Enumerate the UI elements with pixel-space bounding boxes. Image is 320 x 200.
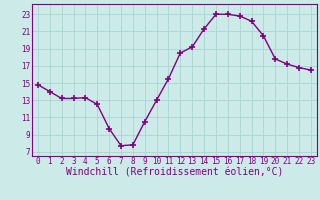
X-axis label: Windchill (Refroidissement éolien,°C): Windchill (Refroidissement éolien,°C) <box>66 168 283 178</box>
